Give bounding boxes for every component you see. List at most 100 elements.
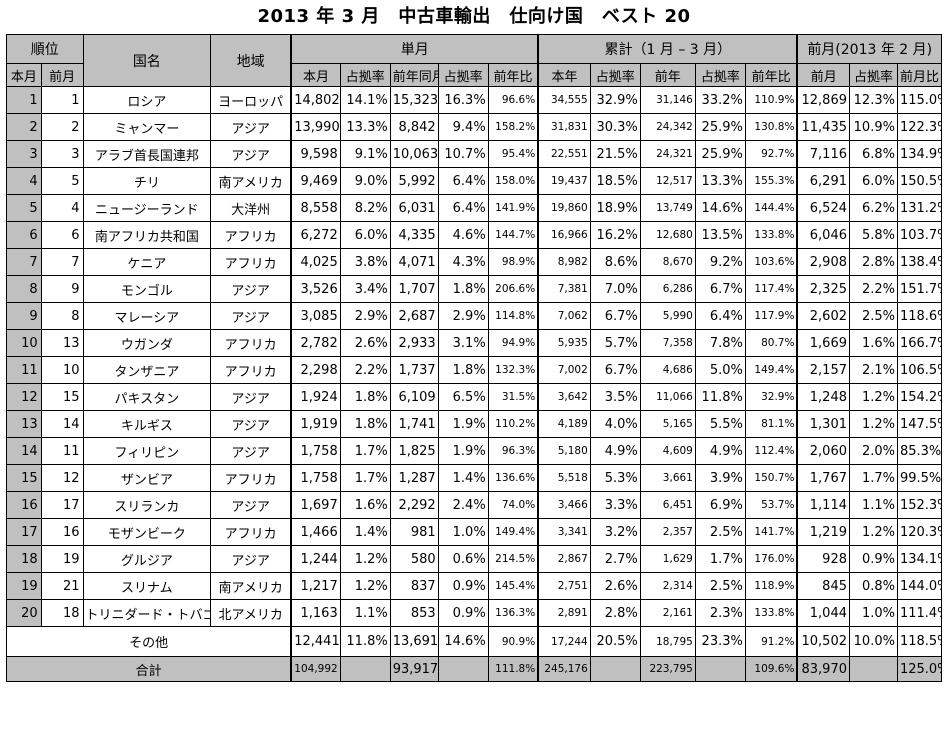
- other-cumulative-yoy: 91.2%: [744, 626, 798, 657]
- monthly-prev-year-share: 6.4%: [437, 194, 489, 222]
- monthly-prev-year: 5,992: [389, 167, 439, 195]
- monthly-current: 9,469: [290, 167, 341, 195]
- rank-prev: 1: [40, 86, 84, 114]
- monthly-current: 2,298: [290, 356, 341, 384]
- table-row-7: 7 7 ケニア アフリカ 4,025 3.8% 4,071 4.3% 98.9%…: [6, 248, 943, 276]
- country-name: ザンビア: [82, 464, 212, 492]
- prev-month-value: 6,046: [796, 221, 851, 249]
- cumulative-share: 4.9%: [589, 437, 641, 465]
- header-rank-current: 本月: [6, 63, 42, 87]
- cumulative-yoy: 176.0%: [744, 545, 798, 573]
- rank-current: 15: [6, 464, 42, 492]
- rank-prev: 10: [40, 356, 84, 384]
- cumulative-current: 3,642: [537, 383, 591, 411]
- cumulative-share: 8.6%: [589, 248, 641, 276]
- prev-month-share: 1.2%: [849, 383, 898, 411]
- prev-month-value: 2,908: [796, 248, 851, 276]
- prev-month-value: 2,060: [796, 437, 851, 465]
- cumulative-prev-year: 24,342: [639, 113, 696, 141]
- prev-month-ratio: 144.0%: [896, 572, 943, 600]
- prev-month-ratio: 147.5%: [896, 410, 943, 438]
- monthly-yoy: 114.8%: [487, 302, 539, 330]
- monthly-current: 1,697: [290, 491, 341, 519]
- monthly-current: 2,782: [290, 329, 341, 357]
- cumulative-prev-year-share: 6.4%: [694, 302, 746, 330]
- monthly-share: 2.9%: [339, 302, 391, 330]
- cumulative-prev-year-share: 5.0%: [694, 356, 746, 384]
- rank-current: 11: [6, 356, 42, 384]
- prev-month-value: 845: [796, 572, 851, 600]
- other-prev-month-ratio: 118.5%: [896, 626, 943, 657]
- table-row-14: 14 11 フィリピン アジア 1,758 1.7% 1,825 1.9% 96…: [6, 437, 943, 465]
- cumulative-yoy: 80.7%: [744, 329, 798, 357]
- prev-month-ratio: 134.9%: [896, 140, 943, 168]
- country-name: スリナム: [82, 572, 212, 600]
- other-cumulative-current: 17,244: [537, 626, 591, 657]
- rank-current: 16: [6, 491, 42, 519]
- prev-month-value: 1,669: [796, 329, 851, 357]
- prev-month-value: 928: [796, 545, 851, 573]
- cumulative-prev-year-share: 33.2%: [694, 86, 746, 114]
- country-name: ニュージーランド: [82, 194, 212, 222]
- cumulative-share: 21.5%: [589, 140, 641, 168]
- table-row-16: 16 17 スリランカ アジア 1,697 1.6% 2,292 2.4% 74…: [6, 491, 943, 519]
- cumulative-prev-year: 7,358: [639, 329, 696, 357]
- monthly-current: 1,217: [290, 572, 341, 600]
- monthly-yoy: 136.3%: [487, 599, 539, 627]
- header-rank-prev: 前月: [40, 63, 84, 87]
- monthly-share: 1.7%: [339, 437, 391, 465]
- rank-prev: 2: [40, 113, 84, 141]
- rank-prev: 8: [40, 302, 84, 330]
- region-name: アフリカ: [210, 221, 292, 249]
- prev-month-ratio: 138.4%: [896, 248, 943, 276]
- cumulative-current: 16,966: [537, 221, 591, 249]
- cumulative-prev-year-share: 9.2%: [694, 248, 746, 276]
- prev-month-share: 2.1%: [849, 356, 898, 384]
- cumulative-yoy: 141.7%: [744, 518, 798, 546]
- cumulative-share: 18.5%: [589, 167, 641, 195]
- rank-prev: 18: [40, 599, 84, 627]
- other-monthly-current: 12,441: [290, 626, 341, 657]
- rank-prev: 3: [40, 140, 84, 168]
- country-name: トリニダード・トバゴ: [82, 599, 212, 627]
- monthly-yoy: 158.2%: [487, 113, 539, 141]
- cumulative-yoy: 144.4%: [744, 194, 798, 222]
- prev-month-value: 2,602: [796, 302, 851, 330]
- monthly-yoy: 144.7%: [487, 221, 539, 249]
- cumulative-prev-year-share: 7.8%: [694, 329, 746, 357]
- prev-month-ratio: 111.4%: [896, 599, 943, 627]
- country-name: ロシア: [82, 86, 212, 114]
- cumulative-prev-year-share: 3.9%: [694, 464, 746, 492]
- cumulative-current: 4,189: [537, 410, 591, 438]
- monthly-prev-year: 1,707: [389, 275, 439, 303]
- rank-prev: 14: [40, 410, 84, 438]
- prev-month-value: 1,044: [796, 599, 851, 627]
- prev-month-ratio: 166.7%: [896, 329, 943, 357]
- rank-current: 13: [6, 410, 42, 438]
- table-row-15: 15 12 ザンビア アフリカ 1,758 1.7% 1,287 1.4% 13…: [6, 464, 943, 492]
- monthly-prev-year: 6,109: [389, 383, 439, 411]
- region-name: アジア: [210, 437, 292, 465]
- monthly-prev-year-share: 2.9%: [437, 302, 489, 330]
- rank-prev: 19: [40, 545, 84, 573]
- prev-month-value: 12,869: [796, 86, 851, 114]
- monthly-share: 3.4%: [339, 275, 391, 303]
- cumulative-share: 6.7%: [589, 302, 641, 330]
- cumulative-prev-year: 2,357: [639, 518, 696, 546]
- cumulative-share: 16.2%: [589, 221, 641, 249]
- monthly-prev-year-share: 6.4%: [437, 167, 489, 195]
- region-name: アジア: [210, 491, 292, 519]
- total-cumulative-yoy: 109.6%: [744, 656, 798, 682]
- rank-current: 6: [6, 221, 42, 249]
- rank-prev: 21: [40, 572, 84, 600]
- header-c-share2: 占拠率: [694, 63, 746, 87]
- cumulative-yoy: 149.4%: [744, 356, 798, 384]
- monthly-current: 14,802: [290, 86, 341, 114]
- monthly-current: 8,558: [290, 194, 341, 222]
- country-name: マレーシア: [82, 302, 212, 330]
- rank-current: 2: [6, 113, 42, 141]
- cumulative-current: 34,555: [537, 86, 591, 114]
- prev-month-share: 1.1%: [849, 491, 898, 519]
- cumulative-prev-year-share: 4.9%: [694, 437, 746, 465]
- prev-month-ratio: 106.5%: [896, 356, 943, 384]
